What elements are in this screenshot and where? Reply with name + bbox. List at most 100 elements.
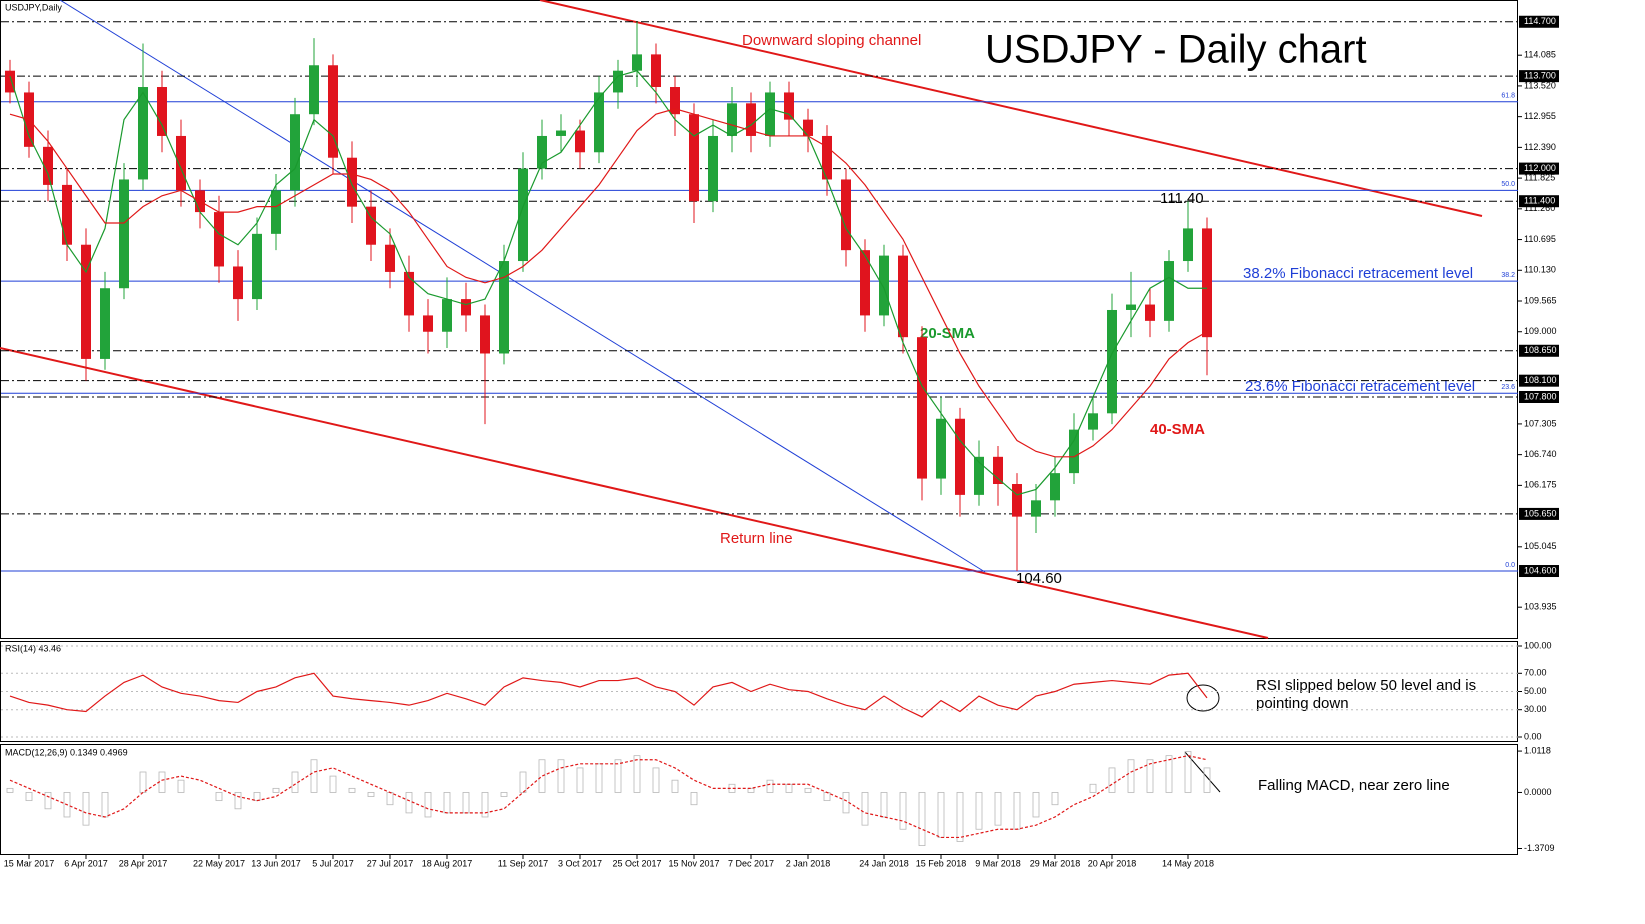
candle-body (157, 87, 167, 136)
level-label-bg (1519, 507, 1559, 520)
rsi-line (9, 672, 1208, 718)
candle-body (651, 54, 661, 88)
level-label: 108.100 (1524, 375, 1557, 385)
y-tick-label: 109.565 (1524, 295, 1557, 305)
candle-body (746, 103, 756, 136)
candle-body (1107, 309, 1117, 414)
annotation: 104.60 (1016, 570, 1062, 587)
candle-body (632, 54, 642, 71)
x-tick-label: 25 Oct 2017 (612, 858, 661, 868)
candle-body (1202, 228, 1212, 338)
candle-body (879, 255, 889, 316)
level-label-bg (1519, 70, 1559, 83)
macd-bar (348, 787, 356, 793)
candle-body (1126, 304, 1136, 310)
candle-body (271, 190, 281, 234)
x-tick-label: 6 Apr 2017 (64, 858, 108, 868)
fib-label: 23.6 (1501, 384, 1515, 391)
y-tick-label: 105.045 (1524, 541, 1557, 551)
macd-bar (253, 792, 261, 802)
y-tick-label: 111.825 (1524, 172, 1555, 182)
x-tick-label: 13 Jun 2017 (251, 858, 301, 868)
candle-body (404, 271, 414, 316)
level-label: 107.800 (1524, 391, 1557, 401)
macd-bar (652, 767, 660, 793)
x-tick-label: 14 May 2018 (1162, 858, 1214, 868)
candle-body (936, 418, 946, 479)
y-tick-label: 114.085 (1524, 50, 1556, 60)
y-tick-label: 107.305 (1524, 418, 1557, 428)
y-tick-label: 70.00 (1524, 668, 1547, 678)
macd-bar (766, 779, 774, 793)
candle-body (5, 70, 15, 93)
macd-bar (405, 792, 413, 814)
macd-bar (101, 792, 109, 818)
macd-bar (785, 783, 793, 793)
y-tick-label: 111.260 (1524, 203, 1555, 213)
x-tick-label: 15 Mar 2017 (4, 858, 55, 868)
candle-body (309, 65, 319, 115)
candle-body (898, 255, 908, 338)
candle-body (1145, 304, 1155, 321)
candle-body (138, 87, 148, 180)
candle-body (575, 130, 585, 153)
level-label: 104.600 (1524, 565, 1557, 575)
y-tick-label: 112.955 (1524, 111, 1556, 121)
macd-bar (367, 792, 375, 797)
candle-body (252, 233, 262, 300)
macd-bar (823, 792, 831, 802)
candle-body (613, 70, 623, 93)
candle-body (385, 244, 395, 272)
sma-label: 20-SMA (920, 325, 975, 342)
macd-bar (215, 792, 223, 802)
candle-body (480, 315, 490, 354)
candle-body (62, 184, 72, 245)
macd-bar (880, 792, 888, 818)
macd-bar (1013, 792, 1021, 830)
annotation: 23.6% Fibonacci retracement level (1245, 378, 1475, 395)
level-label: 111.400 (1524, 196, 1555, 206)
macd-bar (386, 792, 394, 806)
x-tick-label: 11 Sep 2017 (498, 858, 548, 868)
fib-label: 61.8 (1501, 93, 1515, 100)
candle-body (822, 135, 832, 180)
level-label-bg (1519, 162, 1559, 175)
annotation: RSI slipped below 50 level and is (1256, 677, 1476, 694)
candle-body (1183, 228, 1193, 262)
macd-bar (1184, 751, 1192, 793)
level-label-bg (1519, 195, 1559, 208)
macd-bar (177, 779, 185, 793)
candle-body (765, 92, 775, 136)
candle-body (423, 315, 433, 332)
candle-body (537, 135, 547, 169)
y-tick-label: 110.130 (1524, 265, 1556, 275)
macd-bar (899, 792, 907, 830)
macd-bar (519, 771, 527, 793)
candle-body (784, 92, 794, 120)
macd-bar (500, 792, 508, 797)
signal-line (9, 755, 1208, 839)
annotation: Falling MACD, near zero line (1258, 777, 1450, 794)
y-tick-label: 106.175 (1524, 480, 1557, 490)
macd-bar (1146, 759, 1154, 793)
macd-bar (462, 792, 470, 814)
annotation: Return line (720, 530, 793, 547)
y-tick-label: 50.00 (1524, 686, 1547, 696)
x-tick-label: 20 Apr 2018 (1088, 858, 1137, 868)
sma-label: 40-SMA (1150, 421, 1205, 438)
macd-bar (310, 759, 318, 793)
candle-body (176, 135, 186, 191)
macd-bar (1203, 767, 1211, 793)
candle-body (290, 114, 300, 191)
candle-body (708, 135, 718, 202)
candle-body (670, 87, 680, 115)
macd-bar (1108, 767, 1116, 793)
macd-bar (6, 787, 14, 793)
candle-body (955, 418, 965, 495)
x-tick-label: 18 Aug 2017 (422, 858, 473, 868)
annotation: 38.2% Fibonacci retracement level (1243, 265, 1473, 282)
x-tick-label: 28 Apr 2017 (119, 858, 168, 868)
x-tick-label: 29 Mar 2018 (1030, 858, 1081, 868)
candle-body (917, 337, 927, 479)
candle-body (841, 179, 851, 251)
